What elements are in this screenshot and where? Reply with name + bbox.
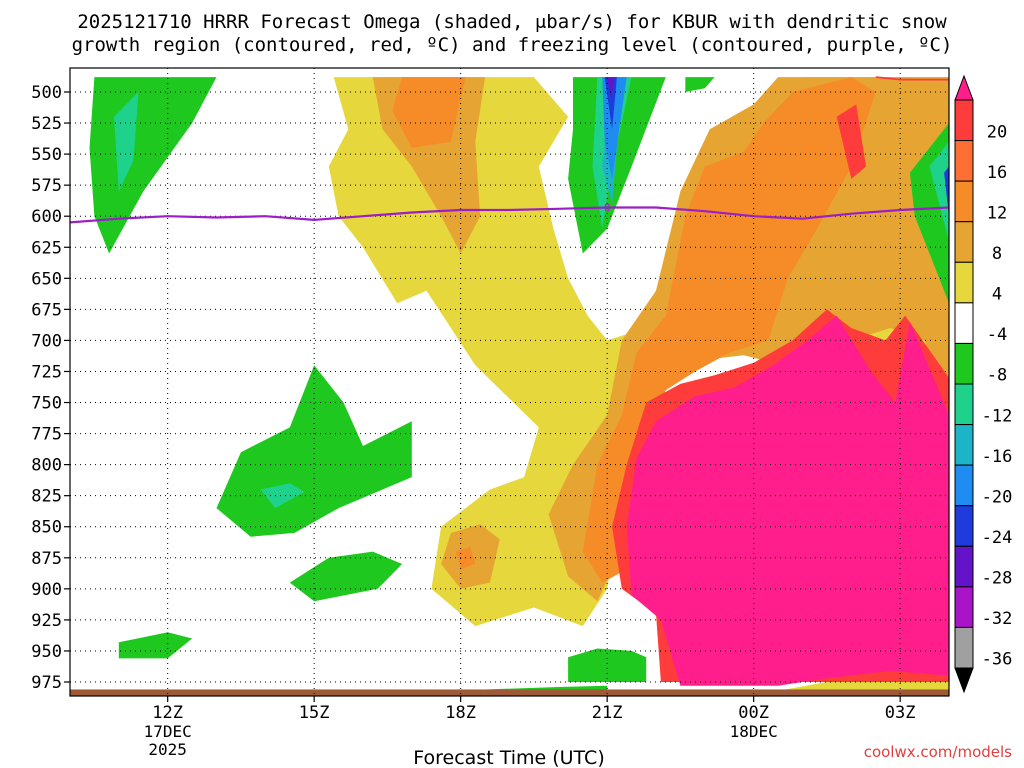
y-tick-label-900: 900 bbox=[31, 580, 62, 600]
colorbar-top-triangle bbox=[954, 74, 974, 101]
y-tick-label-625: 625 bbox=[31, 238, 62, 258]
title-line-2: growth region (contoured, red, ºC) and f… bbox=[72, 34, 953, 56]
colorbar-label-10: -24 bbox=[982, 528, 1013, 548]
colorbar-label-7: -12 bbox=[982, 406, 1013, 426]
omega-region-17 bbox=[118, 632, 193, 659]
plot-frame bbox=[69, 67, 950, 697]
freezing-level-line bbox=[70, 206, 949, 224]
colorbar-label-0: 20 bbox=[987, 122, 1007, 142]
omega-region-21 bbox=[260, 483, 305, 509]
y-tick-label-750: 750 bbox=[31, 394, 62, 414]
x-tick-label-15Z: 15Z bbox=[299, 703, 330, 723]
y-tick-label-550: 550 bbox=[31, 145, 62, 165]
y-tick-label-525: 525 bbox=[31, 114, 62, 134]
colorbar-box-4 bbox=[954, 261, 974, 304]
x-tick-sublabel-00Z: 18DEC bbox=[730, 722, 778, 741]
chart-title: 2025121710 HRRR Forecast Omega (shaded, … bbox=[72, 11, 953, 56]
colorbar-label-13: -36 bbox=[982, 650, 1013, 670]
colorbar-bottom-triangle bbox=[954, 667, 974, 694]
colorbar-box-2 bbox=[954, 180, 974, 223]
omega-region-23 bbox=[929, 141, 949, 242]
dgz-contour-line bbox=[875, 76, 949, 81]
omega-region-16 bbox=[289, 551, 403, 602]
colorbar-box-12 bbox=[954, 586, 974, 628]
y-tick-label-825: 825 bbox=[31, 487, 62, 507]
omega-region-9 bbox=[836, 104, 866, 179]
y-tick-label-925: 925 bbox=[31, 611, 62, 631]
y-tick-label-725: 725 bbox=[31, 362, 62, 382]
colorbar-box-1 bbox=[954, 140, 974, 182]
colorbar-box-10 bbox=[954, 505, 974, 547]
omega-region-26 bbox=[944, 166, 949, 217]
y-tick-label-575: 575 bbox=[31, 176, 62, 196]
y-tick-label-875: 875 bbox=[31, 549, 62, 569]
y-axis: 500 525 550 575 600 625 650 675 700 725 750 775 800 8… bbox=[31, 83, 70, 693]
y-tick-label-600: 600 bbox=[31, 207, 62, 227]
x-tick-label-12Z: 12Z bbox=[152, 703, 183, 723]
omega-region-6 bbox=[392, 77, 466, 148]
omega-shading bbox=[70, 77, 949, 694]
x-axis-label: Forecast Time (UTC) bbox=[413, 747, 604, 768]
x-tick-label-03Z: 03Z bbox=[885, 703, 916, 723]
x-tick-label-00Z: 00Z bbox=[738, 703, 769, 723]
contours: 0 bbox=[70, 76, 949, 224]
colorbar-label-4: 4 bbox=[992, 285, 1002, 305]
colorbar-label-12: -32 bbox=[982, 609, 1013, 629]
colorbar-label-3: 8 bbox=[992, 244, 1002, 264]
terrain-band bbox=[70, 689, 949, 696]
omega-region-20 bbox=[114, 92, 139, 192]
y-tick-label-850: 850 bbox=[31, 518, 62, 538]
omega-region-10 bbox=[626, 315, 949, 686]
colorbar-box-3 bbox=[954, 221, 974, 263]
colorbar-label-9: -20 bbox=[982, 487, 1013, 507]
y-tick-label-950: 950 bbox=[31, 642, 62, 662]
colorbar-box-11 bbox=[954, 545, 974, 588]
terrain-fill bbox=[70, 689, 949, 696]
omega-region-28 bbox=[607, 77, 615, 99]
title-line-1: 2025121710 HRRR Forecast Omega (shaded, … bbox=[77, 11, 947, 33]
y-tick-label-650: 650 bbox=[31, 269, 62, 289]
colorbar-label-5: -4 bbox=[987, 325, 1007, 345]
colorbar-box-5 bbox=[954, 302, 974, 344]
colorbar-box-13 bbox=[954, 626, 974, 669]
omega-region-12 bbox=[568, 77, 666, 254]
colorbar-box-9 bbox=[954, 464, 974, 507]
colorbar-box-0 bbox=[954, 99, 974, 142]
y-tick-label-975: 975 bbox=[31, 673, 62, 693]
x-tick-label-18Z: 18Z bbox=[445, 703, 476, 723]
y-tick-label-675: 675 bbox=[31, 300, 62, 320]
colorbar-box-6 bbox=[954, 342, 974, 385]
omega-region-13 bbox=[685, 77, 715, 92]
omega-region-18 bbox=[568, 648, 647, 682]
x-tick-label-21Z: 21Z bbox=[592, 703, 623, 723]
x-tick-sublabel2-12Z: 2025 bbox=[148, 740, 187, 759]
credit-text: coolwx.com/models bbox=[864, 743, 1012, 761]
y-tick-label-500: 500 bbox=[31, 83, 62, 103]
omega-region-5 bbox=[582, 77, 876, 583]
colorbar-label-11: -28 bbox=[982, 569, 1013, 589]
colorbar-label-8: -16 bbox=[982, 447, 1013, 467]
x-tick-sublabel-12Z: 17DEC bbox=[144, 722, 192, 741]
y-tick-label-800: 800 bbox=[31, 456, 62, 476]
y-tick-label-700: 700 bbox=[31, 331, 62, 351]
colorbar-label-6: -8 bbox=[987, 366, 1007, 386]
omega-region-27 bbox=[604, 77, 617, 130]
freezing-level-label: 0 bbox=[604, 202, 611, 215]
plot-area: 0 bbox=[70, 68, 949, 696]
colorbar-box-8 bbox=[954, 424, 974, 466]
colorbar-label-1: 16 bbox=[987, 163, 1007, 183]
colorbar-label-2: 12 bbox=[987, 203, 1007, 223]
colorbar: 20 16 12 8 4 -4 -8 -12 -16 -20 -24 -28 -32 -36 bbox=[954, 74, 1013, 694]
colorbar-box-7 bbox=[954, 383, 974, 426]
y-tick-label-775: 775 bbox=[31, 425, 62, 445]
